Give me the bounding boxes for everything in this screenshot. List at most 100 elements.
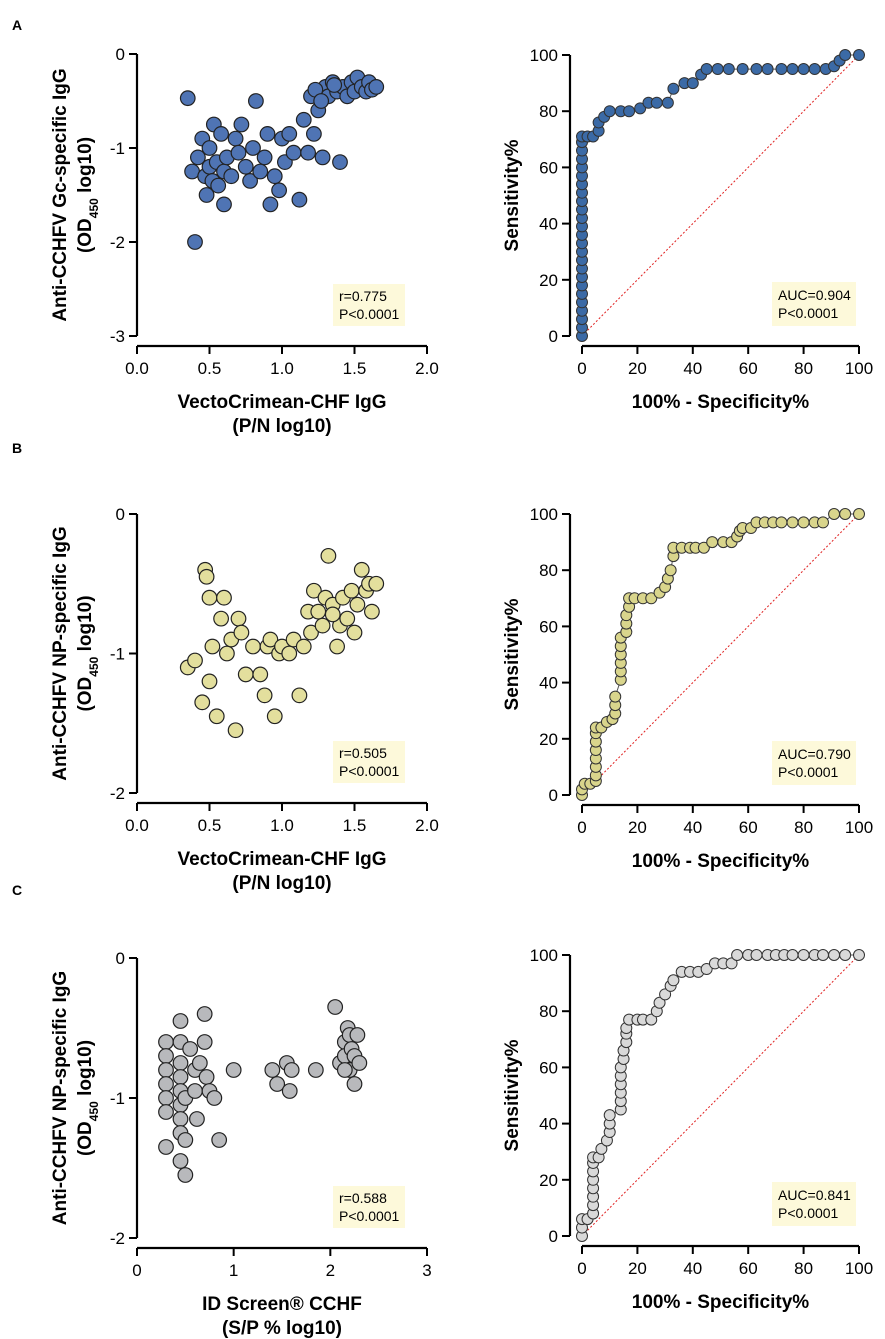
- data-point: [283, 1062, 300, 1078]
- roc-curve-c: 0 20 40 60 80 100 0 20 40 60 80 100 100% - Specifici…: [502, 946, 873, 1313]
- x-tick-label: 2.0: [415, 359, 439, 378]
- y-tick-label: 80: [539, 1002, 558, 1021]
- roc-point: [659, 988, 672, 1001]
- data-point: [351, 1055, 368, 1071]
- x-tick-label: 0.5: [198, 816, 222, 835]
- data-point: [158, 1104, 174, 1120]
- data-point: [266, 708, 283, 725]
- data-point: [189, 149, 206, 166]
- roc-point: [828, 508, 841, 520]
- x-tick-label: 1: [229, 1261, 238, 1280]
- y-tick-label: 100: [530, 505, 558, 524]
- x-axis-title-unit: (P/N log10): [232, 873, 331, 894]
- roc-point: [603, 1109, 616, 1122]
- x-axis-title: VectoCrimean-CHF IgG: [177, 392, 386, 413]
- data-point: [329, 638, 346, 655]
- data-point: [196, 1034, 213, 1050]
- scatter-plot-a: 0 -1 -2 -30.0 0.5 1.0 1.5 2.0 VectoCrimean-CHF I…: [50, 45, 439, 437]
- data-point: [303, 624, 319, 641]
- data-point: [349, 596, 366, 613]
- roc-curve-a: 0 20 40 60 80 100 0 20 40 60 80 100 100% - Specifici…: [502, 46, 873, 413]
- data-point: [182, 1041, 199, 1057]
- y-tick-label: 0: [116, 505, 125, 524]
- y-axis-title-unit: (OD450 log10): [75, 595, 101, 711]
- x-tick-label: 0.5: [198, 359, 222, 378]
- roc-point: [645, 592, 658, 605]
- y-tick-label: 20: [539, 730, 558, 749]
- data-point: [233, 624, 250, 641]
- auc-p-value: P<0.0001: [778, 1205, 839, 1221]
- data-point: [368, 575, 385, 592]
- data-point: [368, 78, 385, 95]
- data-point: [206, 1090, 223, 1106]
- roc-point: [711, 63, 724, 76]
- roc-point: [667, 974, 680, 987]
- roc-point: [797, 949, 810, 961]
- auc-value: AUC=0.904: [778, 287, 851, 303]
- data-point: [353, 561, 370, 578]
- panel-letter-c: C: [12, 882, 22, 898]
- y-axis-title-unit-post: log10): [75, 137, 96, 198]
- scatter-plot-b: 0 -1 -20.0 0.5 1.0 1.5 2.0 VectoCrimean-CHF IgG…: [50, 505, 439, 894]
- x-axis-title: VectoCrimean-CHF IgG: [177, 849, 386, 870]
- roc-point: [595, 1142, 608, 1155]
- roc-point: [722, 63, 735, 76]
- x-tick-label: 0.0: [125, 359, 149, 378]
- data-point: [194, 694, 211, 711]
- y-axis-title-unit-pre: (OD: [75, 1121, 96, 1156]
- roc-point: [700, 963, 713, 976]
- data-point: [177, 1132, 194, 1148]
- y-tick-label: 0: [549, 786, 558, 805]
- y-axis-title-unit-post: log10): [75, 595, 96, 656]
- stat-box: [333, 1186, 405, 1228]
- roc-point: [775, 63, 788, 76]
- y-axis-title-unit-sub: 450: [87, 198, 101, 218]
- x-tick-label: 40: [683, 1259, 702, 1278]
- data-point: [179, 90, 196, 107]
- data-point: [213, 610, 230, 627]
- y-axis-title-unit-pre: (OD: [75, 218, 96, 253]
- correlation-r-value: r=0.505: [339, 745, 387, 761]
- x-tick-label: 0: [577, 818, 586, 837]
- data-point: [172, 1153, 189, 1169]
- data-point: [208, 708, 225, 725]
- roc-point: [653, 996, 666, 1009]
- y-tick-label: 60: [539, 1058, 558, 1077]
- correlation-r-value: r=0.588: [339, 1190, 387, 1206]
- roc-point: [634, 102, 647, 115]
- data-point: [237, 666, 254, 683]
- data-point: [314, 617, 331, 634]
- x-tick-label: 20: [628, 818, 647, 837]
- roc-point: [700, 63, 713, 76]
- roc-point: [603, 105, 616, 118]
- data-point: [158, 1034, 174, 1050]
- data-point: [346, 624, 363, 641]
- y-tick-label: 40: [539, 1115, 558, 1134]
- data-point: [281, 645, 298, 662]
- data-point: [326, 77, 343, 93]
- y-tick-label: -2: [110, 233, 125, 252]
- x-axis-title: 100% - Specificity%: [632, 1292, 810, 1313]
- roc-point: [736, 63, 749, 76]
- roc-point: [761, 63, 774, 76]
- data-point: [201, 673, 218, 690]
- roc-point: [786, 516, 799, 529]
- stat-box: [333, 284, 405, 326]
- x-axis-title: ID Screen® CCHF: [202, 1294, 362, 1315]
- data-point: [158, 1139, 174, 1155]
- roc-point: [816, 516, 829, 529]
- y-tick-label: 80: [539, 561, 558, 580]
- roc-point: [645, 1013, 658, 1026]
- data-point: [158, 1090, 174, 1106]
- data-point: [216, 196, 232, 213]
- data-point: [189, 1111, 205, 1127]
- correlation-p-value: P<0.0001: [339, 306, 400, 322]
- x-tick-label: 3: [422, 1261, 431, 1280]
- x-tick-label: 20: [628, 1259, 647, 1278]
- data-point: [310, 603, 327, 620]
- roc-point: [775, 516, 788, 529]
- data-point: [247, 93, 264, 109]
- roc-point: [839, 508, 852, 520]
- x-tick-label: 0: [132, 1261, 141, 1280]
- data-point: [332, 154, 348, 171]
